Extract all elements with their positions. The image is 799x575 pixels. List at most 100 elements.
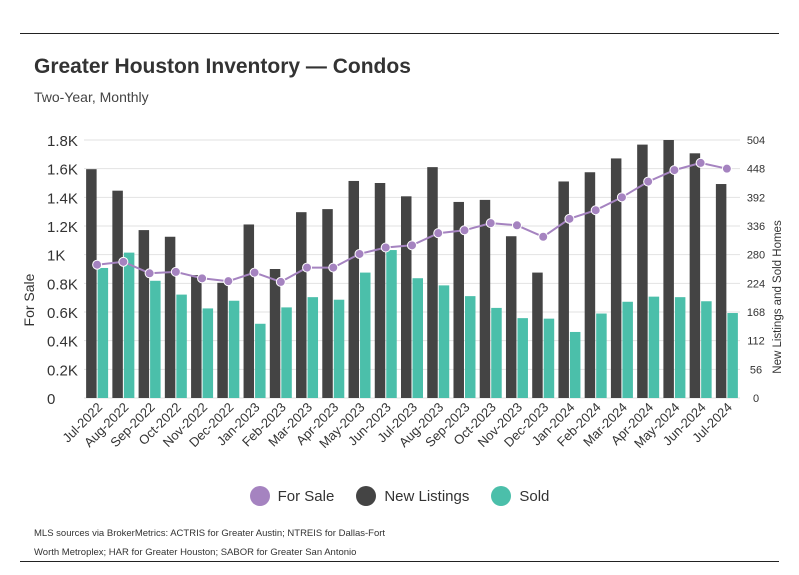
point-for-sale [302,262,313,273]
bar-new-listings [348,180,360,398]
point-for-sale [328,262,339,273]
y-tick-label: 1K [47,248,65,265]
point-for-sale [380,242,391,253]
point-for-sale [144,268,155,279]
y-tick-label: 0.2K [47,362,78,379]
bar-sold [123,252,135,398]
y2-tick-label: 224 [747,278,765,290]
bar-new-listings [322,209,333,398]
point-for-sale [275,276,286,287]
legend-swatch-new-listings [356,486,377,506]
legend-label-new-listings: New Listings [384,487,470,505]
chart-legend: For Sale New Listings Sold [0,486,799,506]
y2-tick-label: 504 [747,135,765,147]
y-tick-label: 1.6K [47,162,78,179]
bar-new-listings [558,181,569,398]
chart-title: Greater Houston Inventory — Condos [34,55,411,78]
point-for-sale [485,218,496,229]
legend-label-for-sale: For Sale [277,487,335,505]
bar-sold [176,294,187,398]
top-rule [20,33,779,34]
bar-sold [622,301,633,398]
point-for-sale [92,259,103,270]
legend-item-sold[interactable]: Sold [491,486,549,506]
point-for-sale [695,157,706,168]
y2-tick-label: 336 [747,221,765,233]
point-for-sale [249,267,260,278]
bar-new-listings [505,236,517,398]
y2-tick-label: 56 [750,364,762,376]
bar-sold [97,267,109,398]
y-tick-label: 0.6K [47,305,78,322]
point-for-sale [721,163,732,174]
legend-swatch-for-sale [249,486,270,506]
bar-sold [674,297,686,398]
bar-sold [701,301,712,398]
point-for-sale [616,192,627,203]
bar-new-listings [164,236,176,398]
bar-sold [255,323,266,398]
bar-sold [517,318,528,398]
point-for-sale [590,205,601,216]
point-for-sale [459,225,470,236]
bar-new-listings [479,199,491,398]
y-tick-label: 0.4K [47,334,78,351]
bar-sold [333,299,345,398]
source-line-2: Worth Metroplex; HAR for Greater Houston… [34,547,357,558]
legend-label-sold: Sold [519,487,550,505]
y-axis-title: For Sale [21,273,37,326]
bar-new-listings [296,212,307,398]
bar-new-listings [532,272,543,398]
y-tick-label: 1.4K [47,190,78,207]
point-for-sale [564,213,575,224]
y2-tick-label: 392 [747,192,765,204]
bar-sold [648,296,660,398]
bar-new-listings [637,144,648,398]
bar-sold [307,297,319,398]
bar-sold [596,313,607,398]
bottom-rule [20,561,779,562]
bar-new-listings [112,190,123,398]
chart-subtitle: Two-Year, Monthly [34,89,149,105]
point-for-sale [433,228,444,239]
y-tick-label: 1.2K [47,219,78,236]
bar-new-listings [243,224,255,398]
bar-sold [543,318,555,398]
bar-new-listings [374,183,386,398]
bar-new-listings [138,230,150,398]
bar-sold [491,307,502,398]
bar-new-listings [427,167,438,398]
bar-sold [150,280,161,398]
point-for-sale [354,248,365,259]
bar-new-listings [689,153,701,398]
point-for-sale [170,266,181,277]
bar-sold [727,313,738,398]
y2-tick-label: 448 [747,164,765,176]
legend-item-new-listings[interactable]: New Listings [356,486,469,506]
series-line-for-sale [96,161,728,283]
bar-sold [569,331,581,398]
point-for-sale [407,240,417,251]
bar-new-listings [584,172,596,398]
point-for-sale [197,273,208,284]
legend-item-for-sale[interactable]: For Sale [249,486,335,506]
bar-new-listings [191,275,202,398]
bar-sold [281,307,292,398]
bar-sold [464,296,476,398]
bar-new-listings [610,158,622,398]
bar-new-listings [715,184,727,398]
bar-new-listings [217,282,228,398]
y2-axis-title: New Listings and Sold Homes [772,220,784,374]
point-for-sale [643,176,654,187]
bar-new-listings [453,201,464,398]
point-for-sale [511,220,522,231]
point-for-sale [538,231,549,242]
y-tick-label: 0 [47,391,55,408]
bar-sold [202,308,214,398]
bar-sold [386,250,397,398]
source-line-1: MLS sources via BrokerMetrics: ACTRIS fo… [34,528,386,539]
point-for-sale [223,276,234,287]
y2-tick-label: 0 [753,393,759,405]
point-for-sale [669,165,680,176]
y-tick-label: 1.8K [47,133,78,150]
